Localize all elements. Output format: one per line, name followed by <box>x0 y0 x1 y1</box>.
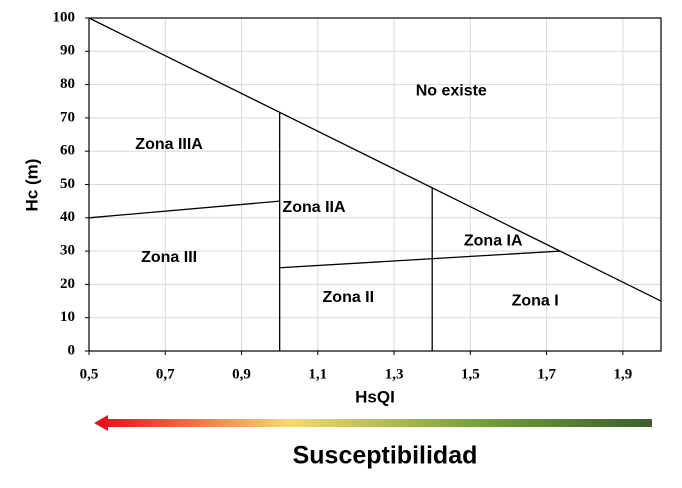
arrow-label: Susceptibilidad <box>293 442 478 470</box>
y-axis-title: Hc (m) <box>22 159 41 212</box>
y-tick-label: 50 <box>60 176 75 192</box>
zone-label: Zona II <box>323 289 375 306</box>
y-tick-label: 80 <box>60 76 75 92</box>
y-tick-label: 40 <box>60 209 75 225</box>
zone-label: Zona III <box>141 249 197 266</box>
x-axis-title: HsQI <box>355 387 395 406</box>
x-tick-label: 0,5 <box>80 366 99 382</box>
susceptibility-arrow-body <box>106 419 652 427</box>
zone-label: Zona IA <box>464 232 523 249</box>
y-tick-label: 100 <box>53 9 76 25</box>
x-tick-label: 0,9 <box>232 366 251 382</box>
zone-label: No existe <box>416 82 487 99</box>
y-tick-label: 30 <box>60 243 75 259</box>
y-tick-label: 70 <box>60 109 75 125</box>
zone-label: Zona IIIA <box>135 136 203 153</box>
x-tick-label: 1,7 <box>537 366 556 382</box>
x-tick-label: 0,7 <box>156 366 175 382</box>
zone-label: Zona IIA <box>282 199 346 216</box>
zone-boundary <box>279 250 560 269</box>
x-tick-label: 1,5 <box>461 366 480 382</box>
y-tick-label: 90 <box>60 43 75 59</box>
susceptibility-arrow-head <box>94 415 108 431</box>
y-tick-label: 10 <box>60 309 75 325</box>
y-tick-label: 60 <box>60 143 75 159</box>
x-tick-label: 1,9 <box>613 366 632 382</box>
zone-label: Zona I <box>512 292 559 309</box>
y-tick-label: 20 <box>60 276 75 292</box>
x-tick-label: 1,3 <box>385 366 404 382</box>
y-tick-label: 0 <box>68 342 76 358</box>
zone-boundary <box>88 200 280 219</box>
x-tick-label: 1,1 <box>308 366 327 382</box>
zone-boundary <box>88 17 662 302</box>
